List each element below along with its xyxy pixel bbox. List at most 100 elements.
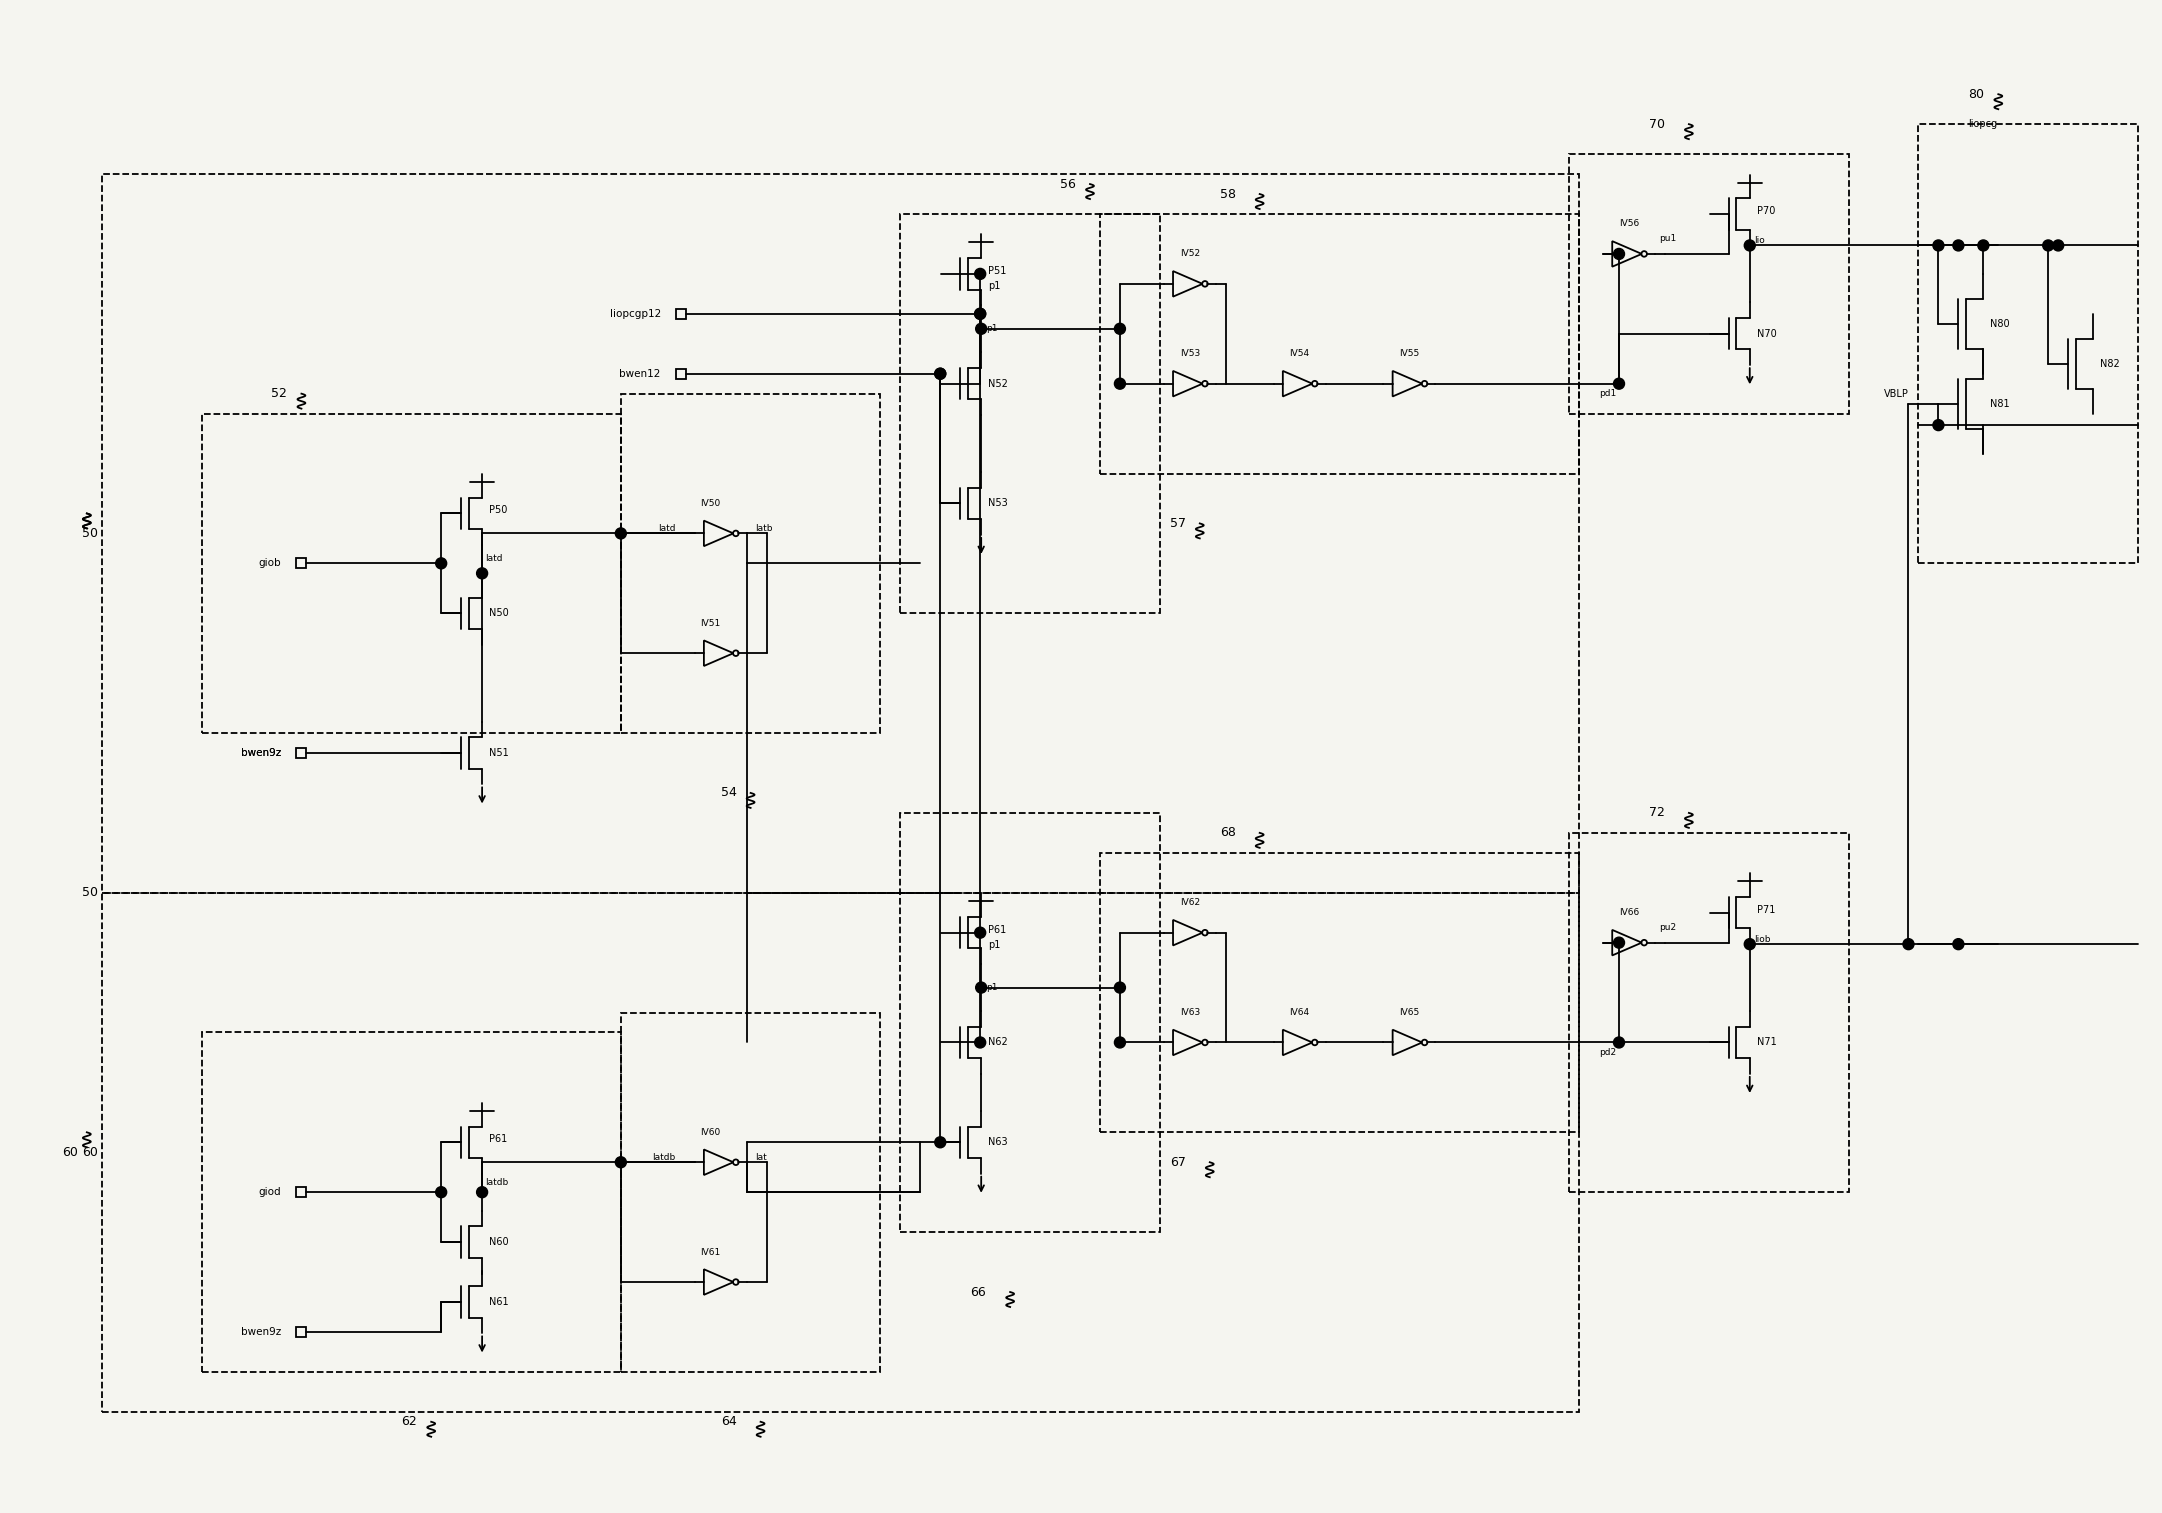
Circle shape — [616, 1157, 627, 1168]
Text: liopcgp12: liopcgp12 — [610, 309, 662, 319]
Text: 56: 56 — [1059, 177, 1077, 191]
Circle shape — [1952, 938, 1963, 950]
Circle shape — [1613, 248, 1624, 259]
Text: bwen9z: bwen9z — [242, 1327, 281, 1337]
Circle shape — [616, 528, 627, 539]
Text: 50: 50 — [82, 887, 97, 899]
Text: p1: p1 — [988, 940, 1001, 950]
Circle shape — [1113, 1036, 1126, 1049]
Circle shape — [934, 368, 945, 380]
Bar — [296, 558, 307, 569]
Text: P61: P61 — [988, 924, 1007, 935]
Text: N53: N53 — [988, 498, 1007, 508]
Circle shape — [2043, 241, 2054, 251]
Circle shape — [1903, 938, 1913, 950]
Text: P61: P61 — [489, 1135, 508, 1144]
Text: IV63: IV63 — [1180, 1008, 1200, 1017]
Circle shape — [975, 268, 986, 280]
Text: N61: N61 — [489, 1297, 508, 1307]
Text: latb: latb — [755, 523, 774, 533]
Text: 58: 58 — [1219, 188, 1237, 201]
Circle shape — [1613, 1036, 1624, 1049]
Circle shape — [437, 1186, 448, 1198]
Text: 50: 50 — [82, 527, 97, 540]
Text: lio: lio — [1753, 236, 1764, 245]
Text: P51: P51 — [988, 266, 1007, 275]
Circle shape — [934, 1136, 945, 1148]
Bar — [677, 309, 685, 319]
Text: 66: 66 — [971, 1286, 986, 1298]
Text: latd: latd — [657, 523, 677, 533]
Text: 62: 62 — [402, 1415, 417, 1428]
Text: IV66: IV66 — [1619, 908, 1639, 917]
Text: 54: 54 — [720, 787, 737, 799]
Text: 80: 80 — [1967, 88, 1985, 101]
Text: 67: 67 — [1170, 1156, 1185, 1168]
Text: N82: N82 — [2099, 359, 2121, 369]
Text: IV56: IV56 — [1619, 219, 1639, 228]
Circle shape — [1745, 241, 1756, 251]
Text: liopcg: liopcg — [1967, 120, 1998, 129]
Text: IV62: IV62 — [1180, 899, 1200, 908]
Text: N50: N50 — [489, 608, 508, 619]
Text: N60: N60 — [489, 1238, 508, 1247]
Circle shape — [975, 309, 986, 319]
Circle shape — [975, 324, 986, 334]
Text: N80: N80 — [1991, 319, 2011, 328]
Text: 52: 52 — [272, 387, 288, 399]
Text: pu1: pu1 — [1658, 235, 1676, 244]
Circle shape — [975, 309, 986, 319]
Circle shape — [934, 368, 945, 380]
Text: N81: N81 — [1991, 398, 2011, 409]
Circle shape — [1113, 982, 1126, 993]
Text: p1: p1 — [988, 281, 1001, 290]
Text: latdb: latdb — [484, 1177, 508, 1186]
Text: N62: N62 — [988, 1038, 1007, 1047]
Text: 60: 60 — [82, 1145, 97, 1159]
Text: P70: P70 — [1758, 206, 1775, 216]
Circle shape — [1933, 241, 1944, 251]
Text: IV61: IV61 — [700, 1248, 720, 1257]
Bar — [677, 369, 685, 378]
Text: bwen9z: bwen9z — [242, 747, 281, 758]
Circle shape — [1745, 938, 1756, 950]
Bar — [296, 1327, 307, 1337]
Text: VBLP: VBLP — [1883, 389, 1909, 398]
Text: IV54: IV54 — [1289, 350, 1310, 359]
Text: IV51: IV51 — [700, 619, 720, 628]
Text: IV65: IV65 — [1399, 1008, 1420, 1017]
Text: P50: P50 — [489, 505, 508, 516]
Bar — [296, 747, 307, 758]
Text: N52: N52 — [988, 378, 1007, 389]
Text: IV55: IV55 — [1399, 350, 1420, 359]
Text: latdb: latdb — [653, 1153, 677, 1162]
Text: 64: 64 — [720, 1415, 737, 1428]
Circle shape — [975, 982, 986, 993]
Circle shape — [975, 1036, 986, 1049]
Text: IV50: IV50 — [700, 499, 720, 508]
Circle shape — [1613, 937, 1624, 949]
Text: IV64: IV64 — [1289, 1008, 1310, 1017]
Text: 57: 57 — [1170, 517, 1185, 530]
Text: giob: giob — [259, 558, 281, 569]
Circle shape — [1978, 241, 1989, 251]
Text: p1: p1 — [986, 983, 997, 993]
Text: IV52: IV52 — [1180, 250, 1200, 259]
Text: giod: giod — [259, 1188, 281, 1197]
Text: N70: N70 — [1758, 328, 1777, 339]
Circle shape — [975, 927, 986, 938]
Text: latd: latd — [484, 554, 502, 563]
Text: bwen9z: bwen9z — [242, 747, 281, 758]
Text: bwen12: bwen12 — [618, 369, 662, 378]
Circle shape — [476, 567, 489, 579]
Circle shape — [1952, 241, 1963, 251]
Circle shape — [1933, 419, 1944, 431]
Text: N51: N51 — [489, 747, 508, 758]
Circle shape — [1613, 378, 1624, 389]
Text: 68: 68 — [1219, 826, 1237, 840]
Text: pd2: pd2 — [1600, 1049, 1617, 1058]
Text: 70: 70 — [1650, 118, 1665, 130]
Circle shape — [1113, 378, 1126, 389]
Text: lat: lat — [755, 1153, 768, 1162]
Text: p1: p1 — [986, 324, 997, 333]
